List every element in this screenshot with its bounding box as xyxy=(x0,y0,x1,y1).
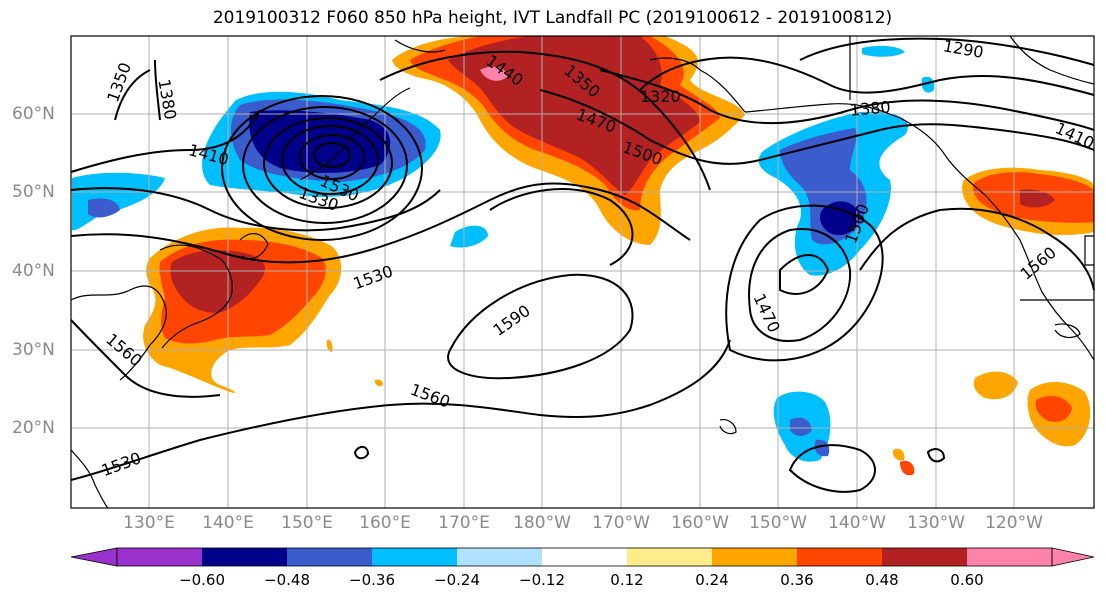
lat-label: 20°N xyxy=(12,418,55,438)
lon-label: 170°W xyxy=(592,513,650,533)
lon-label: 150°W xyxy=(749,513,807,533)
coastlines xyxy=(70,35,1095,509)
contour-label: 1320 xyxy=(640,87,681,106)
lat-label: 50°N xyxy=(12,182,55,202)
lon-label: 130°E xyxy=(123,513,175,533)
contour-label: 1380 xyxy=(849,97,891,119)
lat-label: 40°N xyxy=(12,261,55,281)
lat-label: 30°N xyxy=(12,340,55,360)
ivt-positive-shading xyxy=(143,36,1094,476)
colorbar-tick-label: −0.12 xyxy=(519,571,565,589)
colorbar-tick-label: −0.48 xyxy=(264,571,310,589)
graticule xyxy=(71,36,1094,508)
lat-label: 60°N xyxy=(12,104,55,124)
lon-label: 140°W xyxy=(828,513,886,533)
colorbar xyxy=(70,547,1095,567)
colorbar-tick-label: 0.24 xyxy=(695,571,729,589)
colorbar-tick-label: 0.12 xyxy=(610,571,644,589)
lon-label: 170°E xyxy=(438,513,490,533)
colorbar-tick-label: −0.60 xyxy=(179,571,225,589)
colorbar-tick-label: −0.36 xyxy=(349,571,395,589)
map-area: 1350 1380 1410 1530 1560 1530 1330 1350 … xyxy=(70,35,1097,509)
lon-label: 130°W xyxy=(907,513,965,533)
colorbar-tick-label: 0.48 xyxy=(865,571,899,589)
lon-label: 180°W xyxy=(513,513,571,533)
colorbar-tick-label: 0.36 xyxy=(780,571,814,589)
colorbar-tick-label: −0.24 xyxy=(434,571,480,589)
height-contours xyxy=(70,37,1095,493)
lon-label: 140°E xyxy=(202,513,254,533)
ivt-negative-shading xyxy=(72,45,935,462)
lon-label: 120°W xyxy=(985,513,1043,533)
colorbar-tick-label: 0.60 xyxy=(950,571,984,589)
lon-label: 160°W xyxy=(671,513,729,533)
lon-label: 160°E xyxy=(359,513,411,533)
map-title: 2019100312 F060 850 hPa height, IVT Land… xyxy=(212,8,893,28)
lon-label: 150°E xyxy=(281,513,333,533)
